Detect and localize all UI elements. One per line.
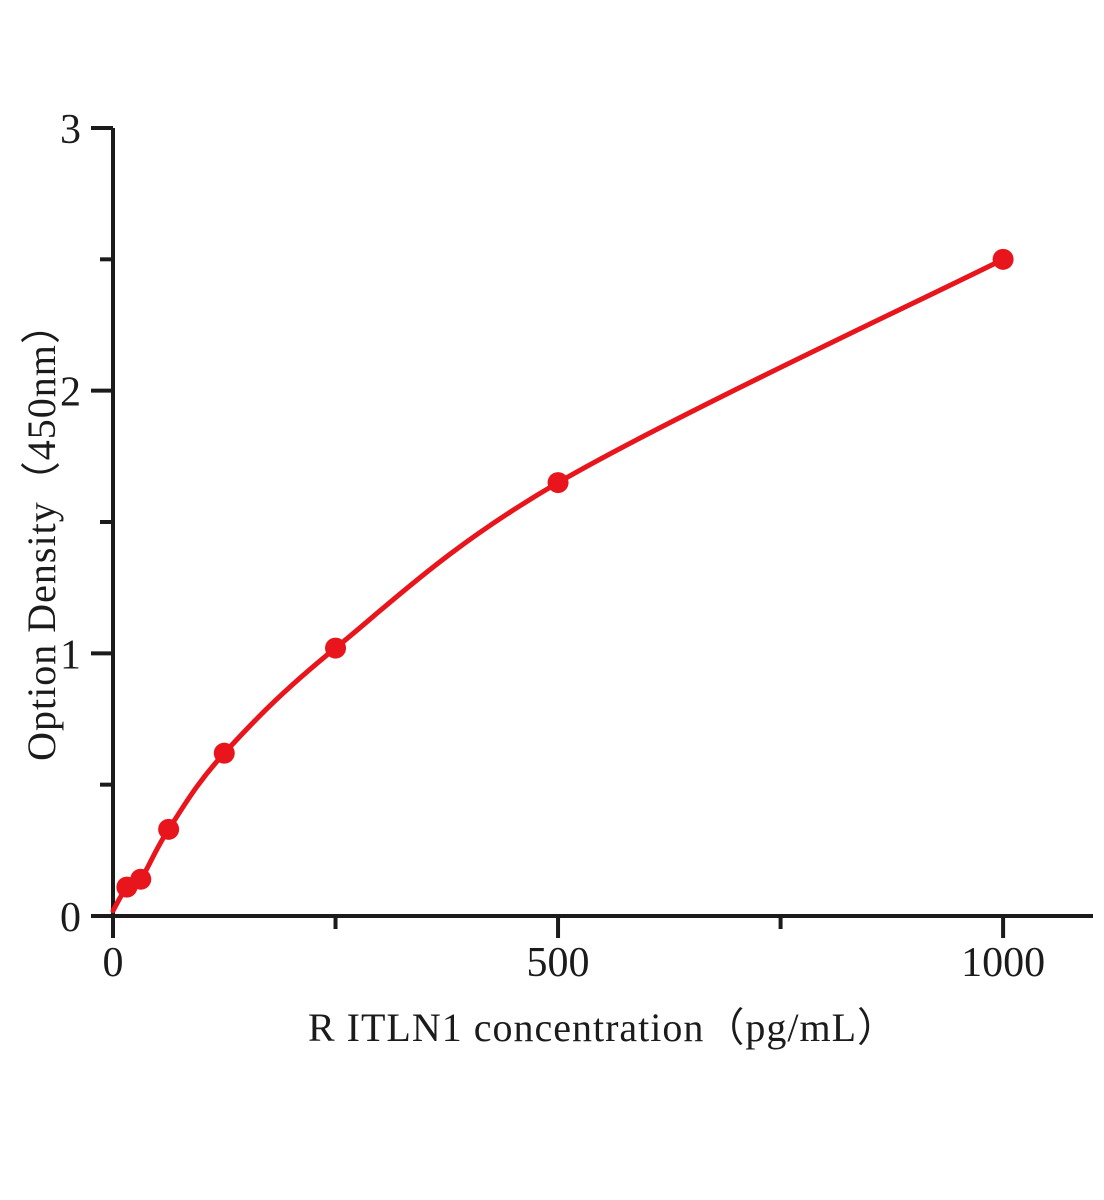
x-axis-title-text: R ITLN1 concentration（pg/mL）: [307, 1005, 899, 1050]
y-axis-title-text: Option Density（450nm）: [19, 303, 64, 761]
y-tick-label: 2: [60, 370, 81, 416]
data-point-marker: [325, 637, 347, 659]
x-tick-label: 1000: [961, 940, 1045, 986]
y-tick-label: 3: [60, 107, 81, 153]
x-tick-label: 0: [103, 940, 124, 986]
data-point-marker: [547, 472, 569, 494]
standard-curve-line: [110, 256, 1006, 914]
x-axis-title: R ITLN1 concentration（pg/mL）: [113, 995, 1093, 1053]
data-point-marker: [992, 248, 1014, 270]
data-point-marker: [130, 868, 152, 890]
axes-lines: [111, 128, 1093, 918]
data-point-marker: [213, 742, 235, 764]
data-point-marker: [158, 818, 180, 840]
y-tick-label: 0: [60, 895, 81, 941]
x-tick-label: 500: [527, 940, 590, 986]
y-tick-label: 1: [60, 632, 81, 678]
